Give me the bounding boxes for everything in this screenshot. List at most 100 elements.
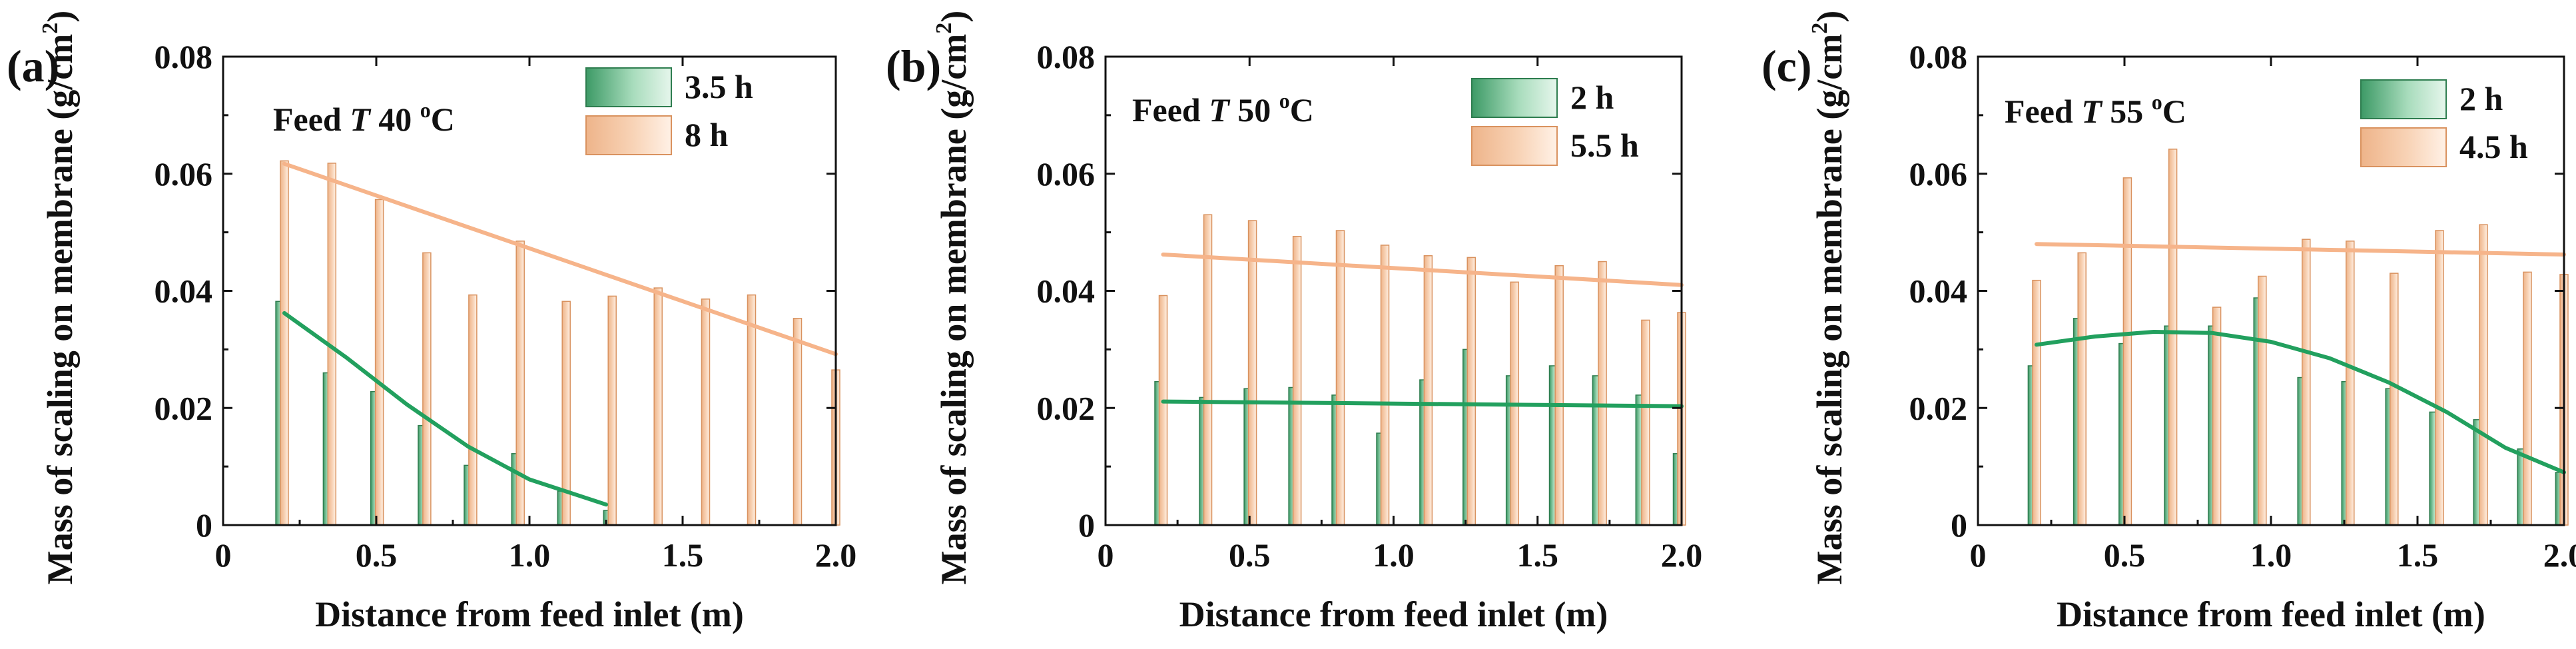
- y-axis-title-superscript: 2: [38, 23, 63, 34]
- bar-orange-5: [1335, 230, 1345, 526]
- bar-orange-10: [701, 299, 711, 526]
- y-tick-label: 0.04: [1909, 273, 1968, 310]
- y-axis-title-main: Mass of scaling on membrane (g/cm: [40, 34, 80, 584]
- x-tick-label: 1.5: [2397, 536, 2439, 574]
- chart-panel-1: (a)Mass of scaling on membrane (g/cm2) Di…: [7, 11, 856, 634]
- y-axis-title: Mass of scaling on membrane (g/cm2): [1807, 11, 1849, 584]
- condition-annotation: Feed T 40 oC: [273, 98, 455, 138]
- y-axis-title: Mass of scaling on membrane (g/cm2): [932, 11, 974, 584]
- bar-orange-1: [2032, 279, 2041, 526]
- x-axis-title: Distance from feed inlet (m): [315, 594, 744, 634]
- legend-swatch-green: [585, 67, 672, 107]
- x-axis-title: Distance from feed inlet (m): [2057, 594, 2485, 634]
- trend-line-orange: [282, 161, 838, 356]
- y-axis-title-main: Mass of scaling on membrane (g/cm: [934, 34, 974, 584]
- y-tick-label: 0: [196, 506, 212, 544]
- bar-orange-4: [2168, 149, 2178, 526]
- legend: 2 h 4.5 h: [2360, 79, 2528, 167]
- y-tick-label: 0.08: [1909, 38, 1968, 75]
- panel-letter: (c): [1762, 41, 1811, 91]
- legend-swatch-orange: [2360, 127, 2447, 167]
- bar-orange-6: [1380, 245, 1390, 526]
- bar-orange-4: [1292, 236, 1302, 526]
- x-tick-label: 0: [1098, 536, 1114, 574]
- bar-orange-6: [515, 241, 525, 526]
- x-tick-label: 0.5: [356, 536, 398, 574]
- bar-orange-10: [2435, 230, 2444, 526]
- bar-orange-3: [2122, 177, 2132, 526]
- legend-swatch-green: [1471, 78, 1558, 118]
- trend-line-green: [282, 311, 608, 507]
- y-tick-label: 0.06: [1909, 155, 1968, 193]
- y-tick-label: 0.02: [1909, 389, 1968, 426]
- legend-swatch-orange: [585, 115, 672, 155]
- annotation-prefix: Feed: [1132, 91, 1209, 129]
- annotation-variable: T: [1209, 91, 1231, 129]
- bar-orange-12: [1641, 319, 1650, 526]
- y-tick-label: 0.08: [1037, 38, 1096, 75]
- panel-letter: (b): [886, 41, 941, 91]
- trend-line-orange: [1161, 253, 1684, 287]
- bar-orange-11: [747, 294, 757, 526]
- bar-orange-3: [374, 199, 384, 526]
- annotation-unit: C: [2162, 93, 2186, 130]
- x-tick-label: 2.0: [2543, 536, 2576, 574]
- y-axis-title: Mass of scaling on membrane (g/cm2): [38, 11, 80, 584]
- y-axis-title-close: ): [40, 11, 80, 23]
- bar-orange-2: [1203, 214, 1213, 526]
- y-axis-title-main: Mass of scaling on membrane (g/cm: [1809, 34, 1849, 584]
- x-tick-label: 0.5: [1229, 536, 1271, 574]
- bar-orange-5: [468, 294, 478, 526]
- x-tick-label: 1.5: [662, 536, 704, 574]
- trend-line-orange: [2035, 242, 2566, 257]
- bar-orange-7: [2302, 239, 2311, 526]
- legend-label-orange: 5.5 h: [1570, 127, 1639, 164]
- legend-label-green: 3.5 h: [685, 68, 753, 105]
- bar-orange-1: [280, 160, 289, 526]
- bar-orange-6: [2258, 275, 2267, 526]
- annotation-degree: o: [1279, 89, 1290, 113]
- y-tick-label: 0.08: [155, 38, 213, 75]
- bar-orange-8: [2346, 241, 2355, 526]
- annotation-unit: C: [431, 101, 455, 138]
- condition-annotation: Feed T 50 oC: [1132, 89, 1314, 129]
- x-tick-label: 0: [1970, 536, 1987, 574]
- bar-orange-5: [2212, 307, 2222, 526]
- legend-label-green: 2 h: [1570, 79, 1614, 116]
- annotation-degree: o: [420, 98, 431, 122]
- bar-orange-12: [793, 318, 803, 526]
- annotation-variable: T: [2081, 93, 2103, 130]
- bar-orange-9: [653, 287, 663, 526]
- bar-orange-9: [2390, 273, 2399, 526]
- annotation-prefix: Feed: [273, 101, 350, 138]
- y-tick-label: 0.04: [155, 273, 213, 310]
- bar-orange-3: [1247, 220, 1257, 526]
- bar-orange-2: [2077, 252, 2087, 526]
- chart-panel-3: (c)Mass of scaling on membrane (g/cm2) Di…: [1762, 11, 2576, 634]
- y-tick-label: 0.02: [155, 389, 213, 426]
- legend-swatch-orange: [1471, 126, 1558, 166]
- annotation-unit: C: [1290, 91, 1314, 129]
- bar-orange-8: [1466, 257, 1476, 526]
- chart-panel-2: (b)Mass of scaling on membrane (g/cm2) Di…: [886, 11, 1702, 634]
- legend-label-orange: 8 h: [685, 116, 729, 153]
- x-tick-label: 2.0: [815, 536, 857, 574]
- x-axis-title: Distance from feed inlet (m): [1179, 594, 1608, 634]
- annotation-variable: T: [350, 101, 372, 138]
- x-tick-label: 0: [215, 536, 232, 574]
- bar-orange-11: [1598, 261, 1607, 526]
- condition-annotation: Feed T 55 oC: [2005, 90, 2186, 130]
- legend-label-orange: 4.5 h: [2459, 128, 2528, 165]
- y-axis-title-superscript: 2: [1807, 23, 1832, 34]
- bar-orange-10: [1554, 265, 1564, 526]
- x-tick-label: 2.0: [1661, 536, 1703, 574]
- annotation-value: 40: [370, 101, 420, 138]
- y-tick-label: 0.06: [1037, 155, 1096, 193]
- annotation-degree: o: [2152, 90, 2162, 114]
- y-axis-title-close: ): [934, 11, 974, 23]
- panel-letter: (a): [7, 41, 59, 91]
- trend-line-green: [2035, 330, 2566, 474]
- annotation-prefix: Feed: [2005, 93, 2081, 130]
- trend-line-green: [1161, 399, 1684, 408]
- x-tick-label: 1.0: [509, 536, 551, 574]
